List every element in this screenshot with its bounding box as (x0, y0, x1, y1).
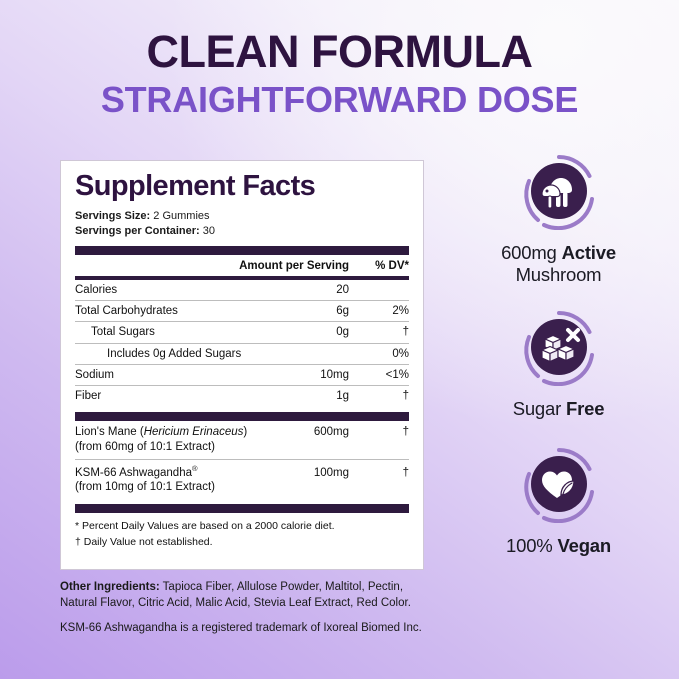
other-ingredients-list: Tapioca Fiber, Allulose Powder, Maltitol… (60, 581, 411, 609)
headline-secondary: STRAIGHTFORWARD DOSE (100, 78, 579, 120)
nutrient-dv: † (402, 326, 409, 339)
heart-leaf-icon (523, 447, 594, 523)
nutrient-dv: 0% (392, 347, 409, 360)
divider-bar-actives (75, 411, 409, 421)
other-ingredients-label: Other Ingredients: (60, 581, 160, 593)
active-sub-line: (from 60mg of 10:1 Extract) (75, 440, 215, 453)
active-name: Lion's Mane (Hericium Erinaceus) (from 6… (75, 425, 275, 455)
divider-bar-top (75, 245, 409, 255)
supplement-facts-title: Supplement Facts (75, 170, 316, 202)
sugar-cubes-no-icon (523, 311, 594, 387)
servings-per-container-label: Servings per Container: (75, 224, 200, 237)
feature-list: 600mg Active Mushroom (438, 152, 679, 575)
table-row: Lion's Mane (Hericium Erinaceus) (from 6… (75, 421, 409, 460)
active-dv: † (402, 466, 409, 479)
feature-label-light: Sugar (512, 398, 567, 420)
headline-primary: CLEAN FORMULA (146, 26, 533, 77)
active-name-tail: ) (243, 425, 248, 438)
feature-vegan: 100% Vegan (438, 445, 679, 557)
other-ingredients-block: Other Ingredients: Tapioca Fiber, Allulo… (60, 580, 440, 637)
nutrient-amount: 0g (336, 326, 349, 339)
table-row: Includes 0g Added Sugars 0% (75, 344, 409, 366)
active-dv: † (402, 425, 409, 438)
footnotes-block: * Percent Daily Values are based on a 20… (75, 513, 409, 549)
feature-label: 100% Vegan (438, 535, 679, 557)
feature-label-light: 600mg (501, 242, 562, 263)
table-row: Sodium 10mg <1% (75, 365, 409, 387)
active-amount: 600mg (313, 425, 349, 438)
feature-label-light: 100% (506, 534, 558, 556)
nutrient-amount: 10mg (320, 369, 349, 382)
servings-per-container-line: Servings per Container: 30 (75, 224, 409, 239)
nutrient-name: Fiber (75, 390, 102, 403)
registered-trademark-mark: ® (192, 463, 198, 473)
nutrient-name: Includes 0g Added Sugars (107, 347, 242, 360)
feature-label: 600mg Active Mushroom (438, 242, 679, 286)
nutrient-name: Total Carbohydrates (75, 304, 178, 317)
table-row: KSM-66 Ashwagandha® (from 10mg of 10:1 E… (75, 460, 409, 500)
nutrient-dv: 2% (392, 304, 409, 317)
feature-label-bold: Free (566, 398, 605, 420)
footnote-percent-dv: * Percent Daily Values are based on a 20… (75, 520, 335, 533)
vegan-badge (520, 445, 598, 523)
active-ingredient-rows: Lion's Mane (Hericium Erinaceus) (from 6… (75, 421, 409, 500)
other-ingredients-line: Other Ingredients: Tapioca Fiber, Allulo… (60, 580, 440, 612)
nutrient-name: Sodium (75, 369, 114, 382)
serving-size-value: 2 Gummies (153, 210, 210, 223)
feature-label-bold: Vegan (557, 534, 611, 556)
sugar-free-badge (520, 308, 598, 387)
nutrient-amount: 6g (336, 304, 349, 317)
divider-bar-header (75, 275, 409, 280)
supplement-facts-panel: Supplement Facts Servings Size: 2 Gummie… (60, 160, 424, 570)
feature-label: Sugar Free (438, 398, 679, 420)
feature-sugar-free: Sugar Free (438, 308, 679, 420)
table-row: Calories 20 (75, 280, 409, 301)
nutrient-amount: 20 (336, 283, 349, 296)
active-name-text: KSM-66 Ashwagandha (75, 466, 192, 479)
nutrient-name: Total Sugars (91, 326, 155, 339)
feature-label-bold: Active (561, 242, 617, 263)
serving-size-label: Servings Size: (75, 210, 151, 223)
column-header-row: Amount per Serving % DV* (75, 255, 409, 276)
footnote-dagger: † Daily Value not established. (75, 535, 213, 548)
feature-label-line2: Mushroom (515, 264, 602, 286)
active-name-latin: Hericium Erinaceus (143, 425, 244, 438)
nutrient-name: Calories (75, 283, 118, 296)
table-row: Fiber 1g † (75, 386, 409, 406)
headline-block: CLEAN FORMULA STRAIGHTFORWARD DOSE (0, 28, 679, 120)
mushroom-badge (520, 152, 598, 230)
active-amount: 100mg (313, 466, 349, 479)
column-header-dv: % DV* (375, 259, 409, 272)
active-name-text: Lion's Mane ( (75, 425, 144, 438)
nutrient-rows: Calories 20 Total Carbohydrates 6g 2% To… (75, 280, 409, 407)
nutrient-dv: † (402, 390, 409, 403)
mushroom-icon (523, 155, 594, 230)
nutrient-dv: <1% (385, 369, 409, 382)
feature-active-mushroom: 600mg Active Mushroom (438, 152, 679, 286)
table-row: Total Sugars 0g † (75, 322, 409, 344)
divider-bar-bottom (75, 504, 409, 514)
serving-size-line: Servings Size: 2 Gummies (75, 209, 409, 224)
table-row: Total Carbohydrates 6g 2% (75, 301, 409, 323)
nutrient-amount: 1g (336, 390, 349, 403)
active-sub-line: (from 10mg of 10:1 Extract) (75, 481, 215, 494)
trademark-note: KSM-66 Ashwagandha is a registered trade… (60, 621, 422, 634)
active-name: KSM-66 Ashwagandha® (from 10mg of 10:1 E… (75, 464, 275, 496)
servings-per-container-value: 30 (202, 224, 216, 237)
column-header-amount: Amount per Serving (239, 259, 349, 272)
